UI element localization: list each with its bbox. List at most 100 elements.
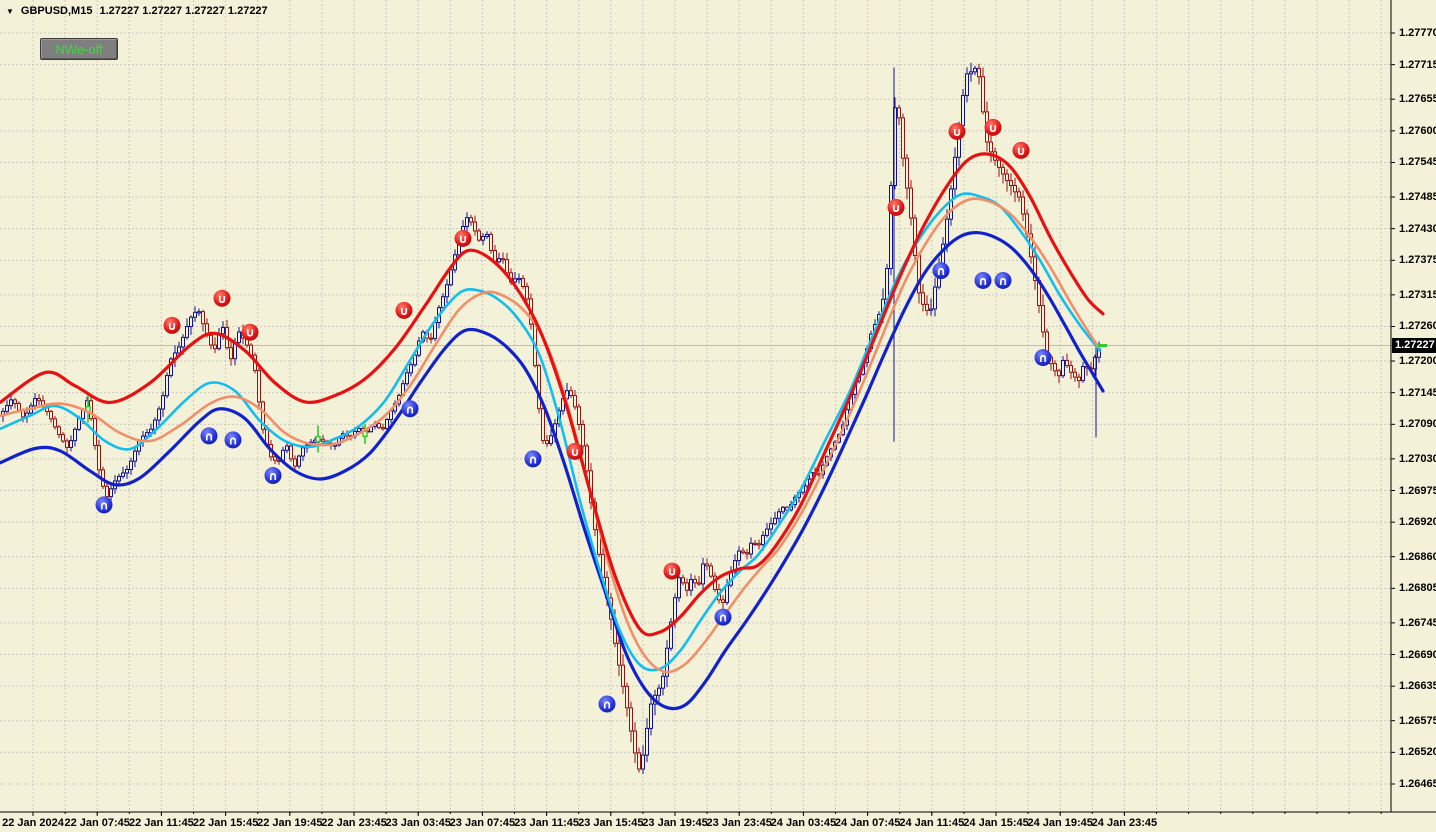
candle (573, 389, 577, 410)
time-tick-label: 22 Jan 15:45 (192, 817, 259, 829)
candle (633, 722, 637, 764)
candle (581, 420, 585, 449)
candle (5, 400, 9, 414)
time-tick-label: 22 Jan 2024 (2, 817, 64, 829)
candle (689, 573, 693, 596)
candle (569, 386, 573, 399)
chevron-down-icon[interactable]: ▼ (6, 6, 14, 16)
symbol-title: GBPUSD,M15 (20, 5, 93, 17)
svg-text:∪: ∪ (458, 232, 468, 246)
price-tick-label: 1.27090 (1399, 418, 1436, 431)
nwe-toggle-button[interactable]: NWe-off (40, 38, 118, 60)
candle (913, 214, 917, 265)
price-tick-label: 1.27200 (1399, 355, 1436, 368)
buy-signal-icon: ∩ (200, 427, 218, 445)
sell-signal-icon: ∪ (454, 229, 472, 247)
candle (645, 718, 649, 763)
candle (905, 153, 909, 200)
candle (73, 427, 77, 447)
candle (677, 573, 681, 602)
svg-text:∩: ∩ (978, 274, 988, 288)
price-tick-label: 1.27030 (1399, 452, 1436, 465)
price-tick-label: 1.26690 (1399, 648, 1436, 661)
candle (169, 356, 173, 378)
candle (929, 298, 933, 316)
candle (9, 395, 13, 410)
sell-signal-icon: ∪ (984, 118, 1002, 136)
time-tick-label: 24 Jan 23:45 (1091, 817, 1158, 829)
candle (1069, 360, 1073, 380)
candle (1081, 362, 1085, 383)
candle (161, 391, 165, 417)
candle (897, 105, 901, 125)
time-tick-label: 24 Jan 07:45 (834, 817, 901, 829)
candle (49, 409, 53, 423)
candle (661, 672, 665, 696)
candle (289, 443, 293, 462)
svg-text:∩: ∩ (998, 274, 1008, 288)
time-tick-label: 22 Jan 23:45 (321, 817, 387, 829)
candle (965, 67, 969, 103)
price-tick-label: 1.27655 (1399, 93, 1436, 106)
candle (693, 575, 697, 588)
candle (69, 435, 73, 452)
buy-signal-icon: ∩ (95, 496, 113, 514)
candle (769, 517, 773, 535)
candle (197, 308, 201, 316)
candle (321, 434, 325, 443)
candle (1041, 294, 1045, 338)
candle (1005, 169, 1009, 192)
svg-text:∩: ∩ (99, 498, 109, 512)
candle (1077, 373, 1081, 389)
svg-text:∩: ∩ (528, 452, 538, 466)
candle (629, 701, 633, 743)
sell-signal-icon: ∪ (948, 122, 966, 140)
price-axis[interactable]: 1.27770 1.27715 1.27655 1.27600 1.27545 1.274… (1391, 0, 1436, 832)
candle (489, 231, 493, 254)
price-tick-label: 1.26975 (1399, 484, 1436, 497)
candle (1021, 190, 1025, 222)
candle (1073, 367, 1077, 382)
svg-text:∪: ∪ (570, 445, 580, 459)
svg-text:∪: ∪ (667, 565, 677, 579)
price-tick-label: 1.27770 (1399, 27, 1436, 39)
candle (129, 457, 133, 476)
sell-signal-icon: ∪ (887, 198, 905, 216)
price-tick-label: 1.26635 (1399, 680, 1436, 693)
svg-text:∪: ∪ (167, 319, 177, 333)
candle (1053, 360, 1057, 377)
candle (549, 428, 553, 447)
buy-signal-icon: ∩ (401, 400, 419, 418)
candle (585, 443, 589, 474)
buy-signal-icon: ∩ (994, 271, 1012, 289)
candle (65, 438, 69, 454)
candle (273, 455, 277, 465)
candle (765, 522, 769, 538)
time-axis[interactable]: 22 Jan 2024 22 Jan 07:45 22 Jan 11:45 22 Ja… (0, 812, 1436, 832)
candle (193, 306, 197, 322)
candle (173, 345, 177, 368)
price-tick-label: 1.27715 (1399, 58, 1436, 71)
candle (933, 277, 937, 317)
candle (1057, 368, 1061, 384)
candle (429, 332, 433, 344)
symbol-quote-line: ▼ GBPUSD,M15 1.27227 1.27227 1.27227 1.2… (6, 5, 268, 17)
candle (57, 424, 61, 439)
candle (737, 546, 741, 566)
candle (989, 133, 993, 163)
candle (185, 318, 189, 340)
candle (1001, 163, 1005, 184)
price-tick-label: 1.26920 (1399, 516, 1436, 529)
candle (445, 279, 449, 304)
svg-text:∪: ∪ (245, 326, 255, 340)
time-tick-label: 23 Jan 15:45 (578, 817, 644, 829)
candle (61, 432, 65, 443)
candle (773, 511, 777, 526)
candle (217, 328, 221, 351)
buy-signal-icon: ∩ (974, 271, 992, 289)
candle (701, 557, 705, 591)
price-tick-label: 1.27600 (1399, 124, 1436, 137)
svg-text:∪: ∪ (1016, 144, 1026, 158)
